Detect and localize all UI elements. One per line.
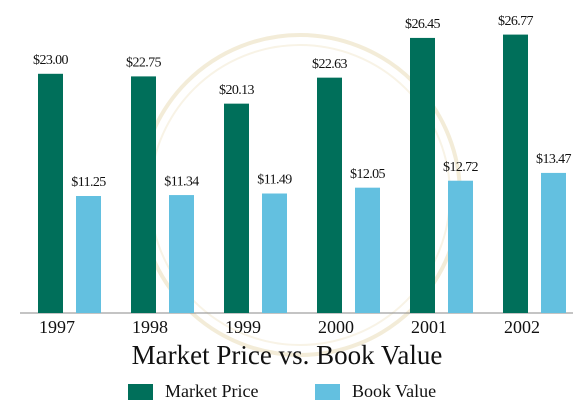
value-label: $20.13 [219, 83, 255, 98]
legend-swatch [315, 384, 340, 400]
bar [503, 34, 528, 313]
bar [262, 193, 287, 313]
background-decoration [149, 44, 451, 346]
x-tick-label: 2001 [411, 317, 447, 337]
x-tick-label: 2002 [504, 317, 540, 337]
value-label: $12.72 [443, 160, 479, 175]
value-label: $22.63 [312, 57, 348, 72]
legend-label: Market Price [165, 381, 258, 401]
bar [76, 196, 101, 313]
x-tick-label: 1998 [132, 317, 168, 337]
legend-label: Book Value [352, 381, 436, 401]
value-label: $11.34 [164, 174, 199, 189]
x-tick-label: 2000 [318, 317, 354, 337]
bar [410, 37, 435, 314]
value-label: $11.49 [257, 173, 292, 188]
bar [317, 77, 342, 313]
bar [131, 76, 156, 314]
bar [541, 172, 566, 313]
bar [355, 187, 380, 313]
x-tick-label: 1997 [39, 317, 75, 337]
chart-title: Market Price vs. Book Value [132, 340, 443, 370]
x-tick-label: 1999 [225, 317, 261, 337]
bar [448, 180, 473, 313]
value-label: $13.47 [536, 152, 572, 167]
value-label: $23.00 [33, 53, 69, 68]
value-label: $26.77 [498, 14, 534, 29]
value-label: $26.45 [405, 17, 441, 32]
bar [38, 73, 63, 313]
value-label: $12.05 [350, 167, 386, 182]
legend-swatch [128, 384, 153, 400]
bar [169, 195, 194, 313]
value-label: $22.75 [126, 56, 162, 71]
bar [224, 103, 249, 313]
value-label: $11.25 [71, 175, 106, 190]
